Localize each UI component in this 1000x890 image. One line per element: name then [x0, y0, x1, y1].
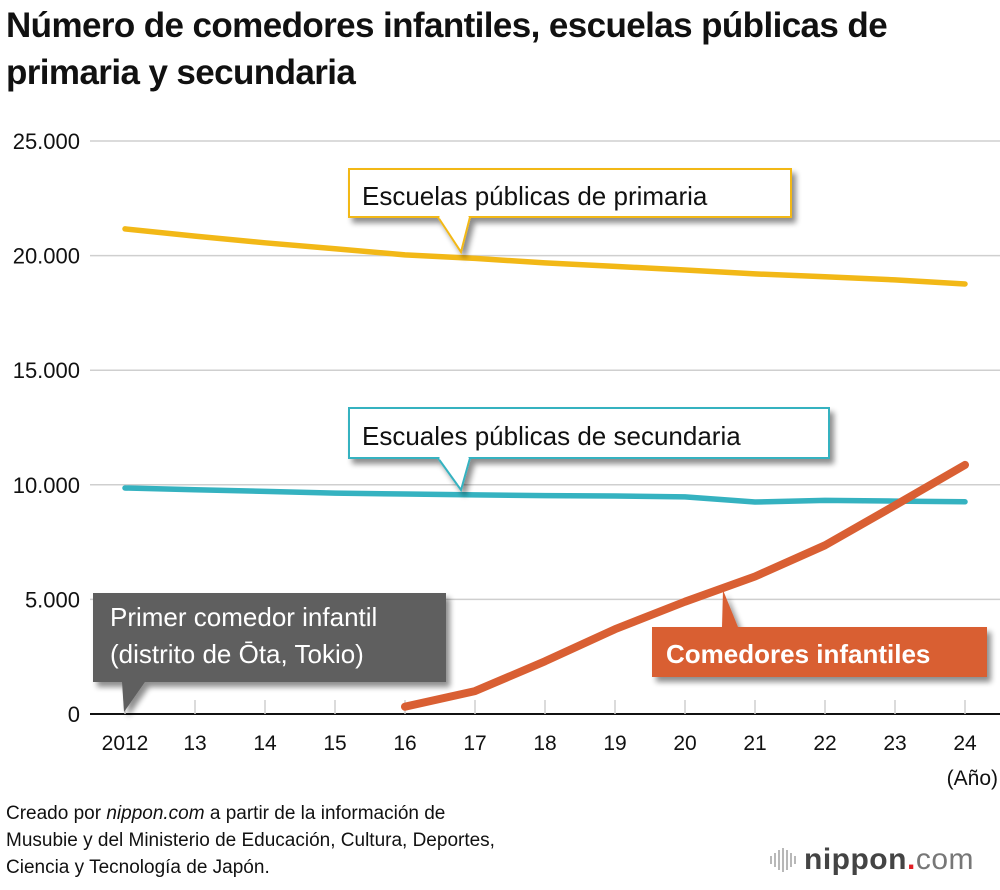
x-tick-label: 24: [953, 732, 977, 755]
x-axis-label: (Año): [947, 767, 998, 790]
x-tick-label: 19: [603, 732, 626, 755]
y-tick-label: 25.000: [13, 129, 80, 154]
callout-box: [348, 407, 830, 459]
chart-title: Número de comedores infantiles, escuelas…: [6, 6, 888, 92]
x-tick-label: 17: [463, 732, 486, 755]
series-line-1: [122, 226, 968, 287]
callout-box: [652, 627, 987, 677]
callout-pointer-outline: [437, 457, 471, 493]
x-tick-label: 2012: [102, 732, 149, 755]
series-line-2: [122, 485, 968, 505]
x-tick-label: 21: [743, 732, 766, 755]
callout-box: [348, 168, 792, 218]
source-note: Creado por nippon.com a partir de la inf…: [6, 800, 495, 881]
callout-label: Comedores infantiles: [666, 639, 930, 669]
callout-pointer-outline: [437, 216, 471, 255]
callout: [348, 407, 830, 493]
callout-pointer: [438, 458, 470, 490]
source-line-3: Ciencia y Tecnología de Japón.: [6, 857, 270, 878]
nippon-logo[interactable]: nippon.com: [770, 840, 974, 880]
callout-pointer: [438, 217, 470, 252]
x-tick-label: 22: [813, 732, 836, 755]
callout-label: Primer comedor infantil: [110, 602, 377, 632]
callout-pointer: [722, 590, 738, 627]
y-tick-label: 10.000: [13, 473, 80, 498]
y-tick-label: 0: [68, 702, 80, 727]
callout: [652, 590, 987, 677]
series-lines: [122, 226, 969, 711]
callout-pointer: [122, 682, 145, 712]
x-tick-label: 20: [673, 732, 696, 755]
x-tick-label: 18: [533, 732, 556, 755]
x-axis: 2012 13 14 15 16 17 18 19 20 21 22 23 24 (Año): [90, 700, 1000, 790]
y-tick-label: 15.000: [13, 358, 80, 383]
x-tick-label: 16: [393, 732, 416, 755]
callout-box: [93, 593, 446, 682]
y-axis-labels: 0 5.000 10.000 15.000 20.000 25.000: [13, 129, 80, 727]
x-tick-label: 13: [183, 732, 206, 755]
series-line-3: [401, 460, 969, 711]
line-chart: 0 5.000 10.000 15.000 20.000 25.000 2012 13 14 1…: [13, 129, 1000, 790]
x-tick-label: 14: [253, 732, 277, 755]
annotations: Escuelas públicas de primaria Escuales pú…: [93, 168, 987, 712]
logo-wordmark: nippon.com: [804, 843, 974, 876]
source-prefix: Creado por: [6, 803, 107, 824]
logo-bars-icon: [770, 848, 796, 872]
callout: [348, 168, 792, 255]
callout-label: (distrito de Ōta, Tokio): [110, 639, 364, 669]
x-tick-label: 23: [883, 732, 906, 755]
y-tick-label: 20.000: [13, 244, 80, 269]
x-tick-label: 15: [323, 732, 346, 755]
callout: [93, 593, 446, 712]
y-tick-label: 5.000: [25, 587, 80, 612]
source-link[interactable]: nippon.com: [106, 803, 205, 824]
callout-label: Escuelas públicas de primaria: [362, 181, 708, 211]
callout-label: Escuales públicas de secundaria: [362, 421, 741, 451]
source-suffix: a partir de la información de: [204, 803, 446, 824]
source-line-2: Musubie y del Ministerio de Educación, C…: [6, 830, 495, 851]
